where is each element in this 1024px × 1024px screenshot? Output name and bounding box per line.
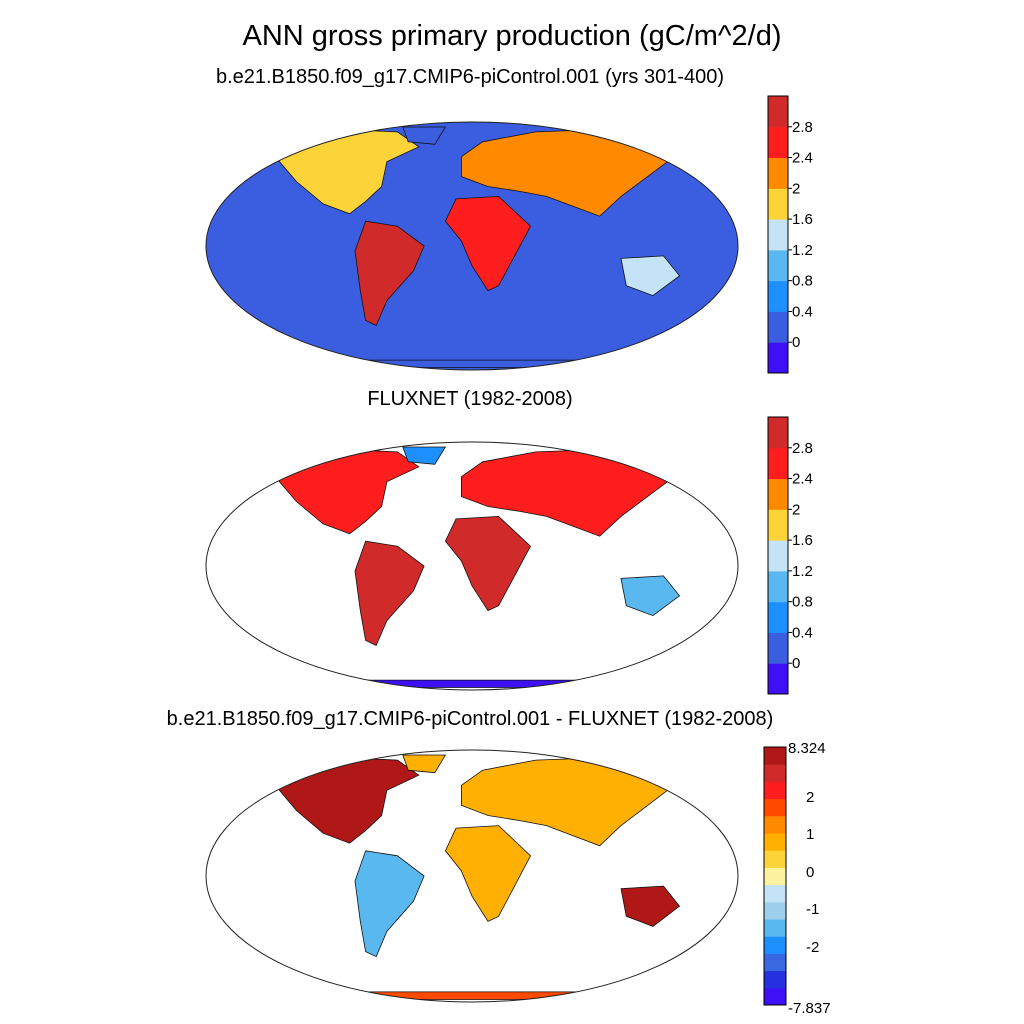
africa-region (444, 825, 531, 922)
colorbar-tick-label: 0.4 (792, 624, 813, 641)
colorbar-tick-label: 0.8 (792, 273, 813, 290)
colorbar-tick-label: 2.8 (792, 440, 813, 457)
colorbar-frame (767, 95, 789, 374)
colorbar-swatch (768, 447, 788, 480)
map-panel-3 (205, 749, 739, 1003)
colorbar-swatch (764, 850, 786, 868)
colorbar-frame (767, 416, 789, 695)
colorbar-tick-label: 2.4 (792, 471, 813, 488)
colorbar-swatch (768, 632, 788, 664)
colorbar-tick-label: 1.2 (792, 242, 813, 259)
colorbar-tick-label: 1 (806, 826, 814, 843)
colorbar-swatch (764, 884, 786, 903)
colorbar-swatch (768, 219, 788, 251)
australia-region (620, 885, 681, 927)
colorbar-tick-label: 0 (806, 864, 814, 881)
colorbar-swatch (768, 157, 788, 189)
eurasia-region (460, 128, 675, 217)
colorbar-tick-label: 1.6 (792, 211, 813, 228)
colorbar-swatch (768, 663, 788, 695)
colorbar-swatch (768, 96, 788, 128)
colorbar-swatch (768, 249, 788, 282)
antarctica-region (344, 359, 600, 368)
greenland-region (402, 754, 447, 774)
colorbar-swatch (768, 540, 788, 572)
colorbar-tick-label: 0.4 (792, 303, 813, 320)
south-america-region (354, 850, 425, 958)
australia-region (620, 255, 681, 297)
colorbar-tick-label: 2 (792, 501, 800, 518)
map-panel-2 (205, 441, 739, 691)
colorbar-swatch (764, 970, 786, 989)
south-america-region (354, 220, 425, 326)
colorbar-swatch (764, 764, 786, 782)
colorbar-swatch (768, 311, 788, 343)
colorbar-tick-label: 2 (792, 180, 800, 197)
colorbar-3: 8.324 2 1 0 -1 -2 -7.837 (763, 740, 831, 1017)
australia-region (620, 575, 681, 617)
colorbar-swatch (764, 798, 786, 817)
colorbar-swatch (768, 601, 788, 633)
colorbar-swatch (768, 509, 788, 541)
colorbar-tick-label: -7.837 (788, 1000, 831, 1017)
eurasia-region (460, 757, 675, 847)
figure-title: ANN gross primary production (gC/m^2/d) (242, 20, 782, 52)
colorbar-swatch (764, 901, 786, 920)
colorbar-swatch (764, 919, 786, 937)
colorbar-swatch (764, 987, 786, 1006)
colorbar-tick-label: 2 (806, 789, 814, 806)
colorbar-swatch (764, 815, 786, 834)
south-america-region (354, 540, 425, 646)
colorbar-swatch (764, 867, 786, 886)
antarctica-region (344, 679, 600, 688)
colorbar-frame (763, 746, 787, 1006)
colorbar-swatch (768, 280, 788, 312)
map-border (205, 749, 739, 1003)
colorbar-swatch (764, 747, 786, 765)
colorbar-tick-label: 1.6 (792, 532, 813, 549)
panel-3-title: b.e21.B1850.f09_g17.CMIP6-piControl.001 … (166, 708, 774, 730)
colorbar-swatch (764, 953, 786, 972)
colorbar-swatch (764, 936, 786, 954)
colorbar-tick-label: 0.8 (792, 594, 813, 611)
colorbar-swatch (768, 126, 788, 159)
map-panel-1 (205, 121, 739, 371)
colorbar-2: 2.8 2.4 2 1.6 1.2 0.8 0.4 0 (767, 416, 813, 695)
colorbar-tick-label: 2.8 (792, 119, 813, 136)
map-border (205, 121, 739, 371)
colorbar-tick-label: -2 (806, 939, 819, 956)
colorbar-tick-label: 1.2 (792, 563, 813, 580)
colorbar-tick-label: -1 (806, 901, 819, 918)
africa-region (444, 195, 531, 292)
greenland-region (402, 126, 447, 145)
colorbar-swatch (768, 342, 788, 374)
eurasia-region (460, 448, 675, 537)
colorbar-swatch (768, 478, 788, 510)
colorbar-tick-label: 8.324 (788, 740, 826, 757)
panel-2-title: FLUXNET (1982-2008) (367, 388, 573, 410)
map-border (205, 441, 739, 691)
colorbar-swatch (764, 833, 786, 851)
antarctica-region (344, 991, 600, 1000)
africa-region (444, 515, 531, 612)
colorbar-swatch (768, 570, 788, 603)
colorbar-tick-label: 0 (792, 334, 800, 351)
colorbar-swatch (768, 417, 788, 449)
colorbar-swatch (768, 188, 788, 220)
colorbar-swatch (764, 781, 786, 800)
colorbar-tick-label: 2.4 (792, 150, 813, 167)
greenland-region (402, 446, 447, 465)
colorbar-tick-label: 0 (792, 655, 800, 672)
colorbar-1: 2.8 2.4 2 1.6 1.2 0.8 0.4 0 (767, 95, 813, 374)
panel-1-title: b.e21.B1850.f09_g17.CMIP6-piControl.001 … (215, 66, 725, 88)
